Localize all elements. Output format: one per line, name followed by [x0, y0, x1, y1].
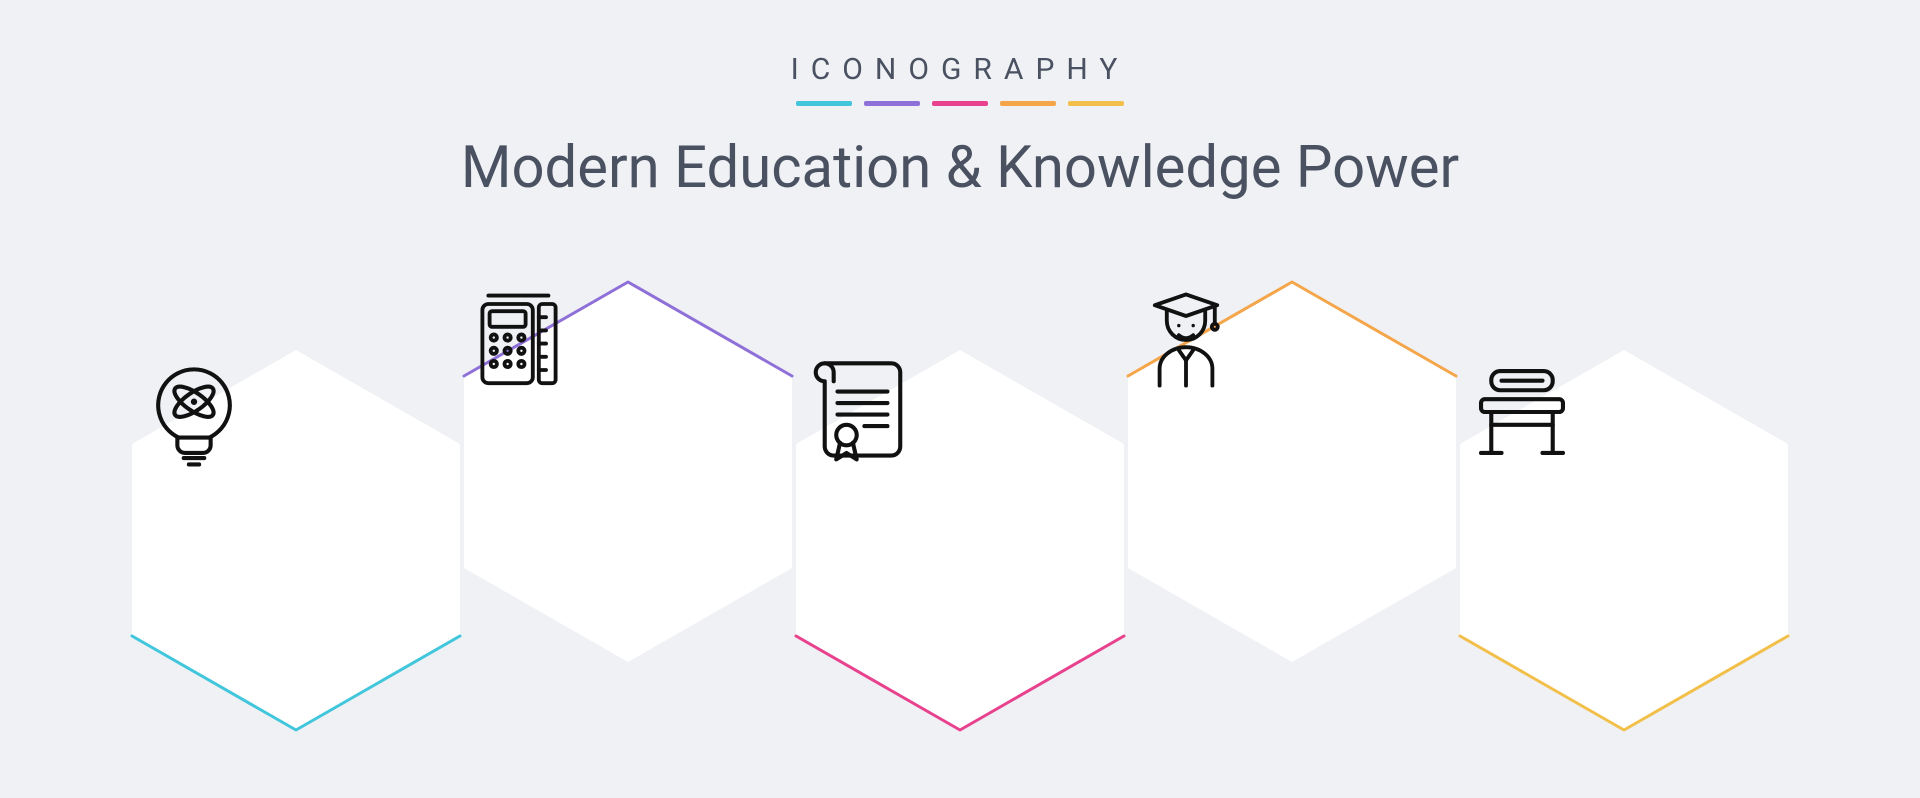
hex-tile-certificate [794, 348, 1126, 732]
hex-tile-desk [1458, 348, 1790, 732]
accent-bar-3 [1000, 101, 1056, 106]
subtitle-text: Modern Education & Knowledge Power [0, 134, 1920, 202]
brand-text: ICONOGRAPHY [0, 52, 1920, 87]
bulb-atom-icon [130, 348, 258, 476]
header: ICONOGRAPHY Modern Education & Knowledge… [0, 52, 1920, 202]
accent-bar-2 [932, 101, 988, 106]
hex-row-front [0, 348, 1920, 732]
hex-tile-bulb [130, 348, 462, 732]
accent-underline [0, 101, 1920, 106]
certificate-icon [794, 348, 922, 476]
desk-icon [1458, 348, 1586, 476]
accent-bar-0 [796, 101, 852, 106]
accent-bar-4 [1068, 101, 1124, 106]
accent-bar-1 [864, 101, 920, 106]
